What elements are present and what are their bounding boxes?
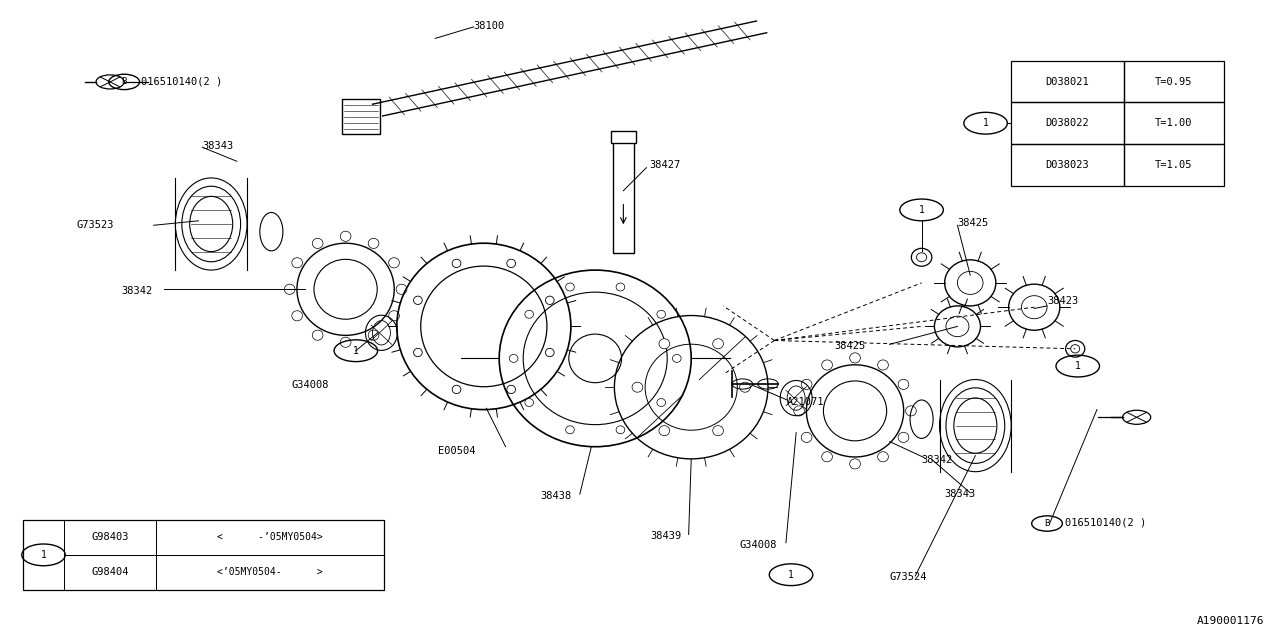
Ellipse shape — [713, 426, 723, 436]
Bar — [1011, 61, 1124, 102]
Text: 1: 1 — [983, 118, 988, 128]
Text: 1: 1 — [788, 570, 794, 580]
Ellipse shape — [616, 426, 625, 434]
Text: 1: 1 — [353, 346, 358, 356]
Text: 38427: 38427 — [649, 160, 680, 170]
Ellipse shape — [566, 426, 575, 434]
Bar — [23, 520, 384, 590]
Text: E00504: E00504 — [438, 446, 475, 456]
Bar — [1011, 144, 1124, 186]
Text: 016510140(2 ): 016510140(2 ) — [1065, 518, 1146, 528]
Bar — [64, 520, 156, 555]
Ellipse shape — [616, 283, 625, 291]
Text: 38438: 38438 — [540, 491, 571, 501]
Ellipse shape — [525, 399, 534, 406]
Ellipse shape — [507, 385, 516, 394]
Ellipse shape — [713, 339, 723, 349]
Bar — [156, 555, 384, 590]
Text: G73524: G73524 — [890, 572, 927, 582]
Bar — [342, 99, 380, 134]
Text: 38342: 38342 — [122, 286, 152, 296]
Text: D038021: D038021 — [1046, 77, 1089, 86]
Bar — [1124, 144, 1224, 186]
Text: 1: 1 — [1075, 361, 1080, 371]
Text: B: B — [1044, 519, 1050, 528]
Ellipse shape — [413, 296, 422, 305]
Text: D038023: D038023 — [1046, 160, 1089, 170]
Text: 38425: 38425 — [835, 340, 865, 351]
Text: G98404: G98404 — [91, 568, 129, 577]
Ellipse shape — [509, 355, 518, 362]
Text: 38423: 38423 — [1047, 296, 1078, 306]
Text: T=1.00: T=1.00 — [1155, 118, 1193, 128]
Ellipse shape — [413, 348, 422, 356]
Ellipse shape — [659, 339, 669, 349]
Text: A190001176: A190001176 — [1197, 616, 1265, 626]
Text: 38343: 38343 — [202, 141, 233, 151]
Ellipse shape — [452, 259, 461, 268]
Bar — [611, 131, 636, 143]
Ellipse shape — [632, 382, 643, 392]
Bar — [1011, 102, 1124, 144]
Text: 38439: 38439 — [650, 531, 681, 541]
Ellipse shape — [545, 296, 554, 305]
Ellipse shape — [657, 399, 666, 406]
Ellipse shape — [657, 310, 666, 318]
Bar — [156, 520, 384, 555]
Ellipse shape — [545, 348, 554, 356]
Text: G98403: G98403 — [91, 532, 129, 542]
Text: 38100: 38100 — [474, 20, 504, 31]
Ellipse shape — [452, 385, 461, 394]
Text: A21071: A21071 — [787, 397, 824, 407]
Text: 38343: 38343 — [945, 489, 975, 499]
Text: 016510140(2 ): 016510140(2 ) — [141, 76, 221, 86]
Text: <’05MY0504-      >: <’05MY0504- > — [218, 568, 323, 577]
Ellipse shape — [672, 355, 681, 362]
Text: 1: 1 — [41, 550, 46, 560]
Text: B: B — [122, 77, 127, 86]
Ellipse shape — [659, 426, 669, 436]
Text: D038022: D038022 — [1046, 118, 1089, 128]
Bar — [64, 555, 156, 590]
Text: <      -’05MY0504>: < -’05MY0504> — [218, 532, 323, 542]
Ellipse shape — [566, 283, 575, 291]
Text: T=1.05: T=1.05 — [1155, 160, 1193, 170]
Ellipse shape — [507, 259, 516, 268]
Text: 38342: 38342 — [922, 454, 952, 465]
Text: G73523: G73523 — [77, 220, 114, 230]
Text: 38425: 38425 — [957, 218, 988, 228]
Text: T=0.95: T=0.95 — [1155, 77, 1193, 86]
Text: G34008: G34008 — [292, 380, 329, 390]
Bar — [1124, 102, 1224, 144]
Bar — [1124, 61, 1224, 102]
Ellipse shape — [740, 382, 750, 392]
Text: G34008: G34008 — [740, 540, 777, 550]
Ellipse shape — [525, 310, 534, 318]
Text: 1: 1 — [919, 205, 924, 215]
Bar — [613, 138, 634, 253]
